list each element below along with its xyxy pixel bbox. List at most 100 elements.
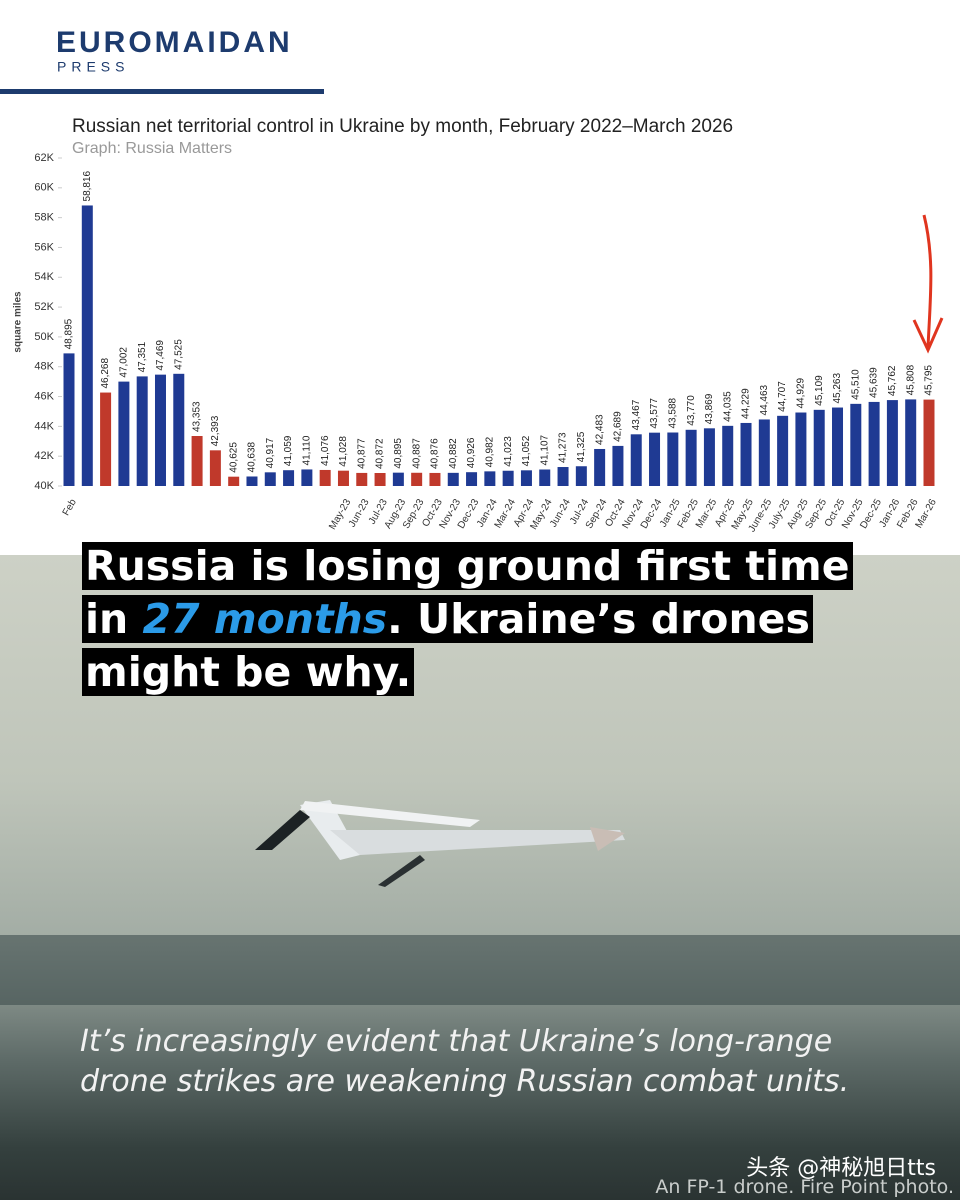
headline-text: . Ukraine’s drones might be why.: [85, 595, 810, 696]
bar: [722, 425, 734, 486]
bar: [118, 381, 130, 486]
value-label: 45,109: [814, 375, 825, 406]
watermark: 头条 @神秘旭日tts: [746, 1156, 936, 1181]
value-label: 42,689: [613, 411, 624, 442]
value-label: 45,263: [832, 373, 843, 404]
value-label: 47,469: [155, 340, 166, 371]
value-label: 41,076: [320, 435, 331, 466]
value-label: 44,929: [796, 377, 807, 408]
value-label: 43,588: [667, 397, 678, 428]
y-tick-label: 40K: [34, 480, 54, 492]
y-tick-label: 48K: [34, 361, 54, 373]
y-tick-label: 62K: [34, 152, 54, 164]
value-label: 41,028: [338, 436, 349, 467]
bar: [758, 419, 770, 486]
y-tick-label: 56K: [34, 241, 54, 253]
value-label: 44,707: [777, 381, 788, 412]
x-tick-label: Feb: [61, 497, 79, 518]
bar: [411, 472, 423, 486]
value-label: 46,268: [100, 358, 111, 389]
value-label: 40,982: [484, 436, 495, 467]
value-label: 40,887: [411, 438, 422, 469]
bar: [923, 399, 935, 486]
bar: [283, 470, 295, 486]
bar: [136, 376, 148, 486]
value-label: 58,816: [82, 170, 93, 201]
value-label: 45,795: [924, 365, 935, 396]
y-axis-label: square miles: [13, 291, 24, 353]
value-label: 44,035: [722, 391, 733, 422]
photo-credit: An FP-1 drone. Fire Point photo.: [655, 1176, 954, 1198]
bar: [703, 428, 715, 486]
photo-art: [0, 800, 960, 1005]
bar: [905, 399, 917, 486]
horizon: [0, 935, 960, 1005]
value-label: 42,393: [210, 415, 221, 446]
drone-body: [330, 830, 625, 855]
value-label: 41,052: [521, 435, 532, 466]
bar: [557, 467, 569, 486]
value-label: 47,002: [119, 347, 130, 378]
drone-nose: [590, 827, 625, 851]
bar: [649, 432, 661, 486]
value-label: 41,273: [558, 432, 569, 463]
bar: [484, 471, 496, 486]
bar: [813, 409, 825, 486]
y-tick-label: 44K: [34, 420, 54, 432]
bar: [685, 429, 697, 486]
value-label: 47,351: [137, 341, 148, 372]
bar: [795, 412, 807, 486]
value-label: 41,059: [283, 435, 294, 466]
chart-subtitle: Graph: Russia Matters: [72, 140, 232, 157]
value-label: 40,877: [356, 438, 367, 469]
bar: [100, 392, 112, 486]
value-label: 45,510: [850, 369, 861, 400]
headline-text: Russia is losing ground first time in: [85, 542, 850, 643]
bar: [612, 445, 624, 486]
value-label: 40,917: [265, 437, 276, 468]
value-label: 40,895: [393, 438, 404, 469]
value-label: 40,882: [448, 438, 459, 469]
bar: [777, 415, 789, 486]
bar: [630, 434, 642, 486]
bar: [832, 407, 844, 486]
bar: [374, 472, 386, 486]
value-label: 45,639: [869, 367, 880, 398]
bar: [246, 476, 258, 486]
annotation-arrow: [912, 214, 944, 354]
value-label: 42,483: [594, 414, 605, 445]
headline-box: Russia is losing ground first time in 27…: [82, 542, 853, 696]
bar: [356, 472, 368, 486]
value-label: 43,467: [631, 399, 642, 430]
y-tick-label: 50K: [34, 331, 54, 343]
value-label: 40,638: [247, 441, 258, 472]
value-label: 43,869: [704, 393, 715, 424]
value-label: 44,229: [741, 388, 752, 419]
drone-tail: [255, 810, 310, 850]
y-tick-label: 60K: [34, 182, 54, 194]
value-label: 45,762: [887, 365, 898, 396]
value-label: 40,926: [466, 437, 477, 468]
bar: [228, 476, 240, 486]
y-tick-label: 46K: [34, 390, 54, 402]
bar: [209, 450, 221, 486]
bar: [173, 373, 185, 486]
value-label: 41,110: [302, 435, 313, 465]
bar: [539, 469, 551, 486]
bar: [520, 470, 532, 486]
headline: Russia is losing ground first time in 27…: [82, 540, 872, 699]
value-label: 44,463: [759, 384, 770, 415]
drone-strut: [378, 855, 425, 887]
caption: It’s increasingly evident that Ukraine’s…: [80, 1024, 850, 1099]
bar: [466, 472, 478, 486]
bar: [850, 403, 862, 486]
value-label: 47,525: [173, 339, 184, 370]
bar: [740, 422, 752, 486]
value-label: 48,895: [64, 318, 75, 349]
value-label: 41,023: [503, 436, 514, 467]
bar: [392, 472, 404, 486]
value-label: 43,353: [192, 401, 203, 432]
bar: [154, 374, 166, 486]
value-label: 43,770: [686, 395, 697, 426]
value-label: 40,872: [375, 438, 386, 469]
